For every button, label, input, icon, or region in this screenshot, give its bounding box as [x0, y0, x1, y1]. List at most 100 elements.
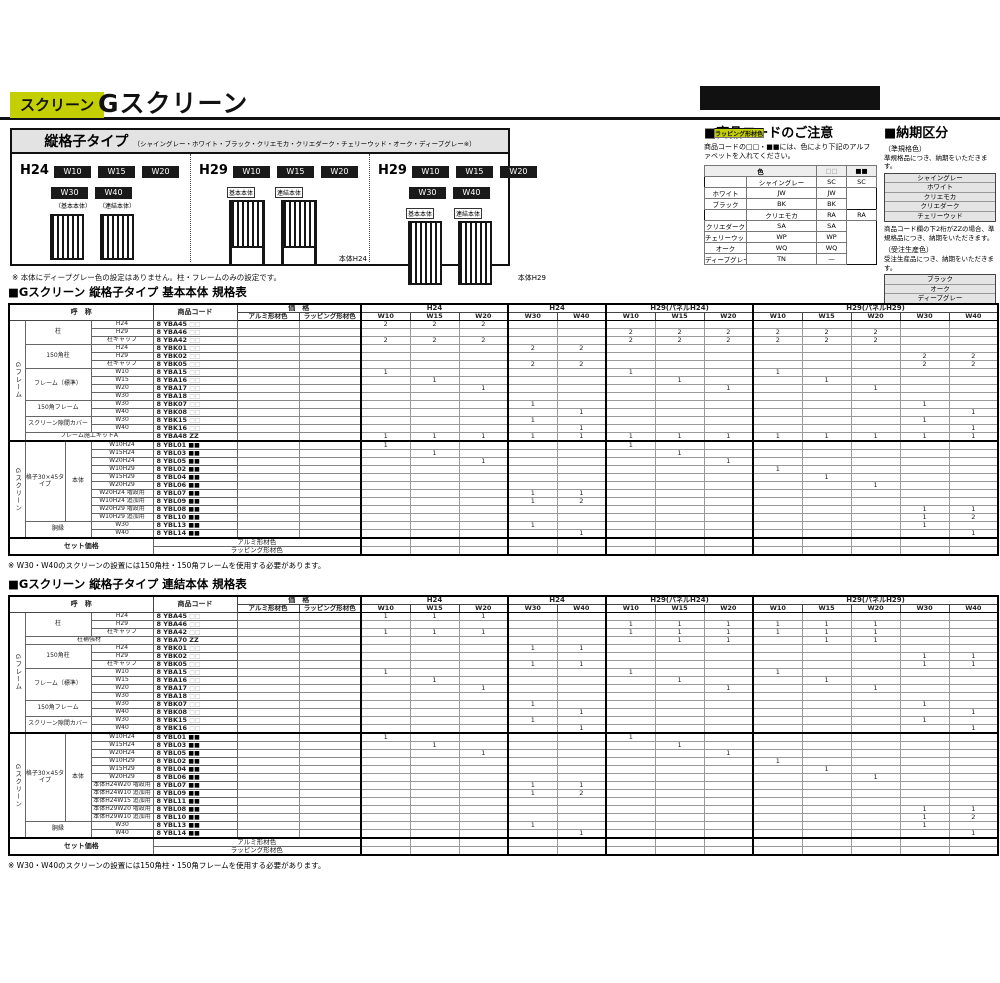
qty-cell: 1	[899, 505, 950, 514]
qty-cell	[899, 376, 950, 385]
lattice-drawing	[50, 214, 84, 260]
qty-cell	[458, 716, 509, 725]
code-cell: 8 YBA17 □□	[152, 684, 238, 693]
label-cell: W40	[90, 724, 154, 734]
qty-cell	[409, 392, 460, 401]
code-cell: 8 YBL04 ■■	[152, 765, 238, 774]
code-cell: 8 YBK07 □□	[152, 700, 238, 709]
qty-cell	[360, 497, 411, 506]
price-cell	[236, 813, 300, 822]
qty-cell	[360, 765, 411, 774]
qty-cell: 1	[850, 481, 901, 490]
qty-cell: 1	[703, 620, 754, 629]
price-cell	[298, 497, 362, 506]
qty-cell	[948, 481, 999, 490]
fill-code-cell: WP	[816, 230, 847, 243]
qty-cell	[556, 636, 607, 645]
price-cell	[298, 636, 362, 645]
qty-cell	[752, 700, 803, 709]
qty-cell	[948, 741, 999, 750]
qty-cell	[654, 400, 705, 409]
label-cell: W20H24	[90, 749, 154, 758]
qty-cell: 1	[899, 716, 950, 725]
qty-cell	[850, 765, 901, 774]
qty-cell: 1	[752, 668, 803, 677]
label-cell: W10H24	[90, 440, 154, 450]
qty-cell	[409, 773, 460, 782]
qty-cell: 2	[654, 336, 705, 345]
qty-cell: 2	[948, 813, 999, 822]
width-subheader: W30	[507, 604, 558, 613]
qty-cell	[899, 668, 950, 677]
price-cell	[236, 644, 300, 653]
width-subheader: W20	[850, 604, 901, 613]
type-sections: H24 W10 W15 W20 W30 W40 （基本本体） （連結本体） H29 W10 W15 W…	[12, 154, 546, 285]
qty-cell	[605, 546, 656, 556]
qty-cell	[409, 781, 460, 790]
qty-cell	[801, 392, 852, 401]
qty-cell	[409, 352, 460, 361]
qty-cell	[948, 344, 999, 353]
qty-cell	[703, 537, 754, 547]
qty-cell: 1	[458, 749, 509, 758]
qty-cell	[605, 789, 656, 798]
qty-cell: 2	[899, 360, 950, 369]
qty-cell	[801, 789, 852, 798]
qty-cell	[458, 537, 509, 547]
qty-cell	[409, 644, 460, 653]
label-cell: 柱	[24, 320, 92, 345]
qty-cell	[703, 376, 754, 385]
qty-cell	[850, 416, 901, 425]
qty-cell: 1	[703, 636, 754, 645]
qty-cell	[458, 757, 509, 766]
qty-cell: 1	[605, 668, 656, 677]
qty-cell	[948, 440, 999, 450]
size-chip: W40	[95, 187, 132, 199]
qty-cell	[458, 440, 509, 450]
price-cell	[298, 440, 362, 450]
price-cell	[298, 392, 362, 401]
qty-cell	[556, 652, 607, 661]
qty-cell	[654, 773, 705, 782]
qty-cell	[899, 732, 950, 742]
qty-cell	[703, 716, 754, 725]
qty-cell	[801, 644, 852, 653]
qty-cell	[409, 732, 460, 742]
qty-cell	[409, 465, 460, 474]
size-group-header: H24	[507, 303, 607, 313]
qty-cell	[556, 716, 607, 725]
label-cell: 柱キャップ	[90, 628, 154, 637]
qty-cell	[556, 813, 607, 822]
price-cell	[298, 521, 362, 530]
spec-row: 本体H29W10 追加用 8 YBL10 ■■ 1 2	[9, 813, 999, 822]
qty-cell	[605, 360, 656, 369]
price-cell	[236, 749, 300, 758]
qty-cell	[605, 724, 656, 734]
width-subheader: W15	[654, 312, 705, 321]
code-cell: 8 YBL03 ■■	[152, 741, 238, 750]
open-code-cell: WP	[746, 230, 817, 243]
qty-cell: 1	[654, 628, 705, 637]
color-name-cell: ディープグレー	[704, 252, 747, 265]
qty-cell	[409, 620, 460, 629]
qty-cell	[507, 708, 558, 717]
qty-cell	[556, 465, 607, 474]
qty-cell	[850, 368, 901, 377]
price-cell	[236, 352, 300, 361]
qty-cell: 2	[409, 320, 460, 329]
price-cell	[298, 829, 362, 839]
qty-cell	[605, 408, 656, 417]
spec-row: Gスクリーン 格子30×45タイプ 本体 W10H24 8 YBL01 ■■ 1 1	[8, 732, 999, 839]
code-cell: 8 YBA42 □□	[152, 336, 238, 345]
price-cell	[236, 408, 300, 417]
label-cell: W40	[90, 424, 154, 433]
qty-cell: 1	[507, 700, 558, 709]
qty-cell	[556, 473, 607, 482]
qty-cell: 1	[948, 829, 999, 839]
qty-cell	[850, 505, 901, 514]
label-cell: W30	[90, 700, 154, 709]
label-cell: H29	[90, 352, 154, 361]
label-cell: W20	[90, 684, 154, 693]
qty-cell	[409, 489, 460, 498]
qty-cell	[360, 505, 411, 514]
